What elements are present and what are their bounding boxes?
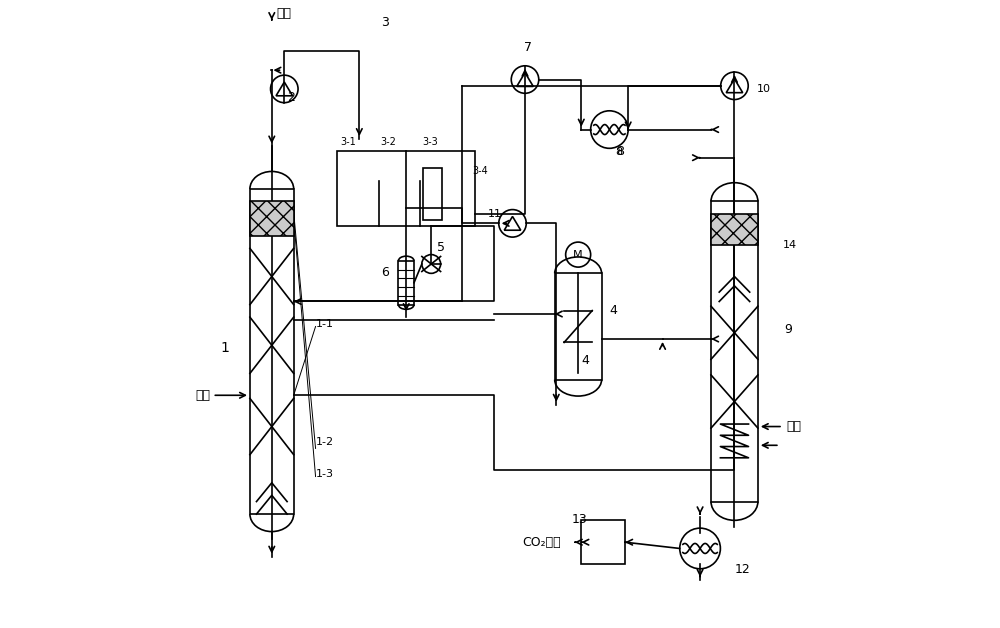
Text: 4: 4 xyxy=(609,304,617,317)
Text: 11: 11 xyxy=(487,209,501,219)
Text: 13: 13 xyxy=(572,514,588,526)
Text: 3-1: 3-1 xyxy=(341,137,356,147)
Text: 2: 2 xyxy=(287,92,295,104)
Bar xyxy=(711,214,758,245)
Text: 14: 14 xyxy=(783,241,797,251)
Text: 8: 8 xyxy=(616,146,623,156)
Text: 9: 9 xyxy=(784,323,792,336)
Text: 1: 1 xyxy=(220,340,229,355)
Text: 1-3: 1-3 xyxy=(316,468,334,479)
Text: 7: 7 xyxy=(524,41,532,55)
Bar xyxy=(250,189,294,514)
Text: 5: 5 xyxy=(437,242,445,254)
Bar xyxy=(250,202,294,236)
Text: 3-3: 3-3 xyxy=(422,137,438,147)
Bar xyxy=(337,151,475,227)
Bar xyxy=(581,521,625,564)
Text: 8: 8 xyxy=(616,144,624,158)
Text: 1-1: 1-1 xyxy=(316,318,334,328)
Text: 6: 6 xyxy=(381,266,389,279)
Text: 供热: 供热 xyxy=(786,420,801,433)
Text: 3: 3 xyxy=(381,16,389,30)
Text: 12: 12 xyxy=(734,563,750,577)
Text: 3-2: 3-2 xyxy=(381,137,396,147)
Text: 1-2: 1-2 xyxy=(316,437,334,447)
Text: CO₂产品: CO₂产品 xyxy=(522,536,561,549)
Text: 贫气: 贫气 xyxy=(277,7,292,20)
Text: 4: 4 xyxy=(581,354,589,367)
Bar xyxy=(398,261,414,305)
Text: 10: 10 xyxy=(756,84,770,94)
Text: 烟气: 烟气 xyxy=(196,389,211,402)
Bar xyxy=(423,168,442,220)
Text: M: M xyxy=(573,249,583,259)
Text: 3-4: 3-4 xyxy=(472,166,488,176)
Bar xyxy=(555,273,602,380)
Bar xyxy=(711,202,758,502)
